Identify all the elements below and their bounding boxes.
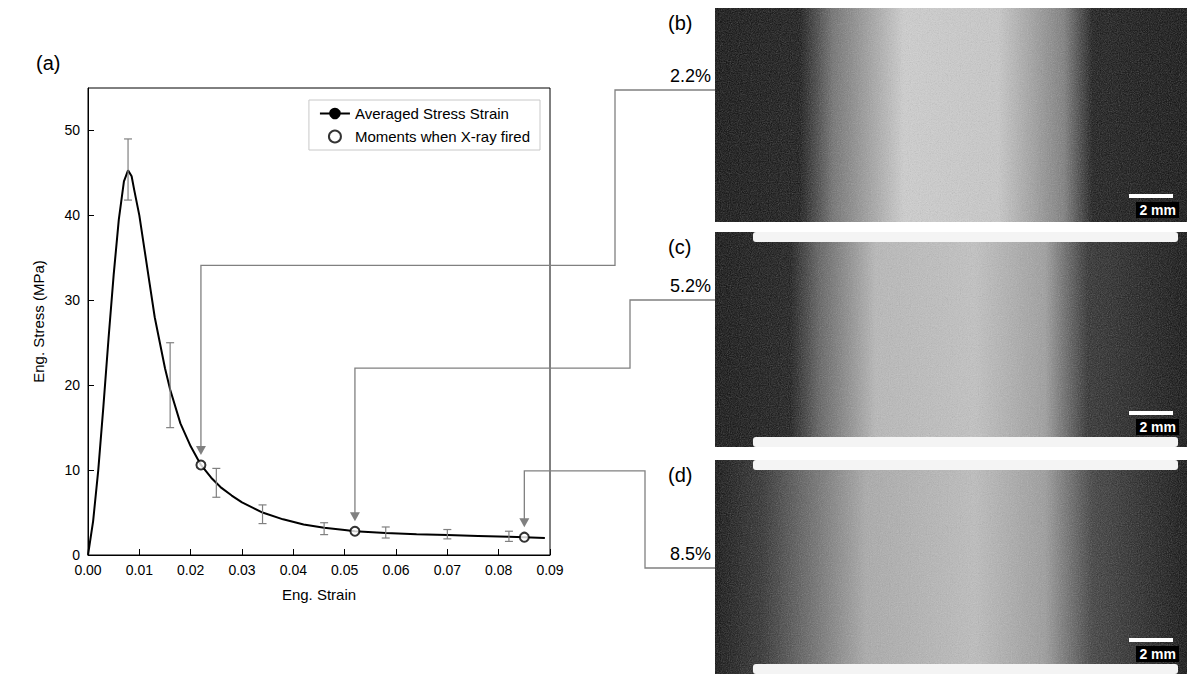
svg-text:0.03: 0.03 [228,562,255,578]
html-text:(c): (c) [668,236,692,258]
svg-text:Averaged Stress Strain: Averaged Stress Strain [355,105,509,122]
svg-text:20: 20 [64,377,80,393]
svg-text:Eng. Stress (MPa): Eng. Stress (MPa) [30,260,47,383]
svg-text:0.06: 0.06 [382,562,409,578]
html-text:8.5%: 8.5% [670,544,711,564]
svg-text:50: 50 [64,122,80,138]
svg-text:0.01: 0.01 [126,562,153,578]
html-text:(d): (d) [668,464,693,486]
svg-text:0.08: 0.08 [485,562,512,578]
svg-text:0.04: 0.04 [280,562,307,578]
svg-text:0.02: 0.02 [177,562,204,578]
svg-text:0.09: 0.09 [536,562,563,578]
html-text:2 mm: 2 mm [1139,419,1176,435]
svg-text:40: 40 [64,207,80,223]
html-text:2.2%: 2.2% [670,66,711,86]
svg-text:0: 0 [72,547,80,563]
svg-text:10: 10 [64,462,80,478]
html-text:(a): (a) [36,52,61,74]
svg-text:0.00: 0.00 [74,562,101,578]
svg-text:0.07: 0.07 [434,562,461,578]
html-text:2 mm: 2 mm [1139,646,1176,662]
html-text:5.2%: 5.2% [670,276,711,296]
html-text:2 mm: 2 mm [1139,202,1176,218]
html-text:(b): (b) [668,12,693,34]
svg-text:Eng. Strain: Eng. Strain [282,586,356,603]
svg-text:Moments when X-ray fired: Moments when X-ray fired [355,128,530,145]
svg-text:30: 30 [64,292,80,308]
svg-text:0.05: 0.05 [331,562,358,578]
